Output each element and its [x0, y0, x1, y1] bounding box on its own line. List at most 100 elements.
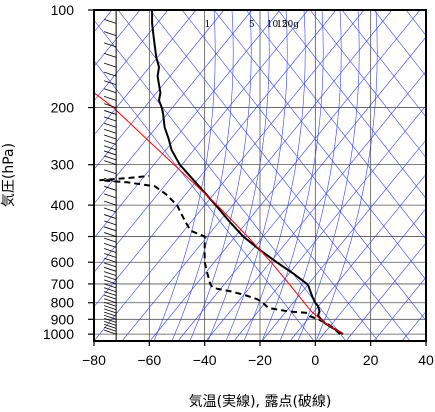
profile-series	[94, 10, 344, 335]
wind-barb	[104, 88, 117, 94]
dry-adiabat-line	[373, 10, 426, 77]
wind-barb	[104, 80, 117, 86]
wind-barb	[104, 262, 117, 268]
dry-adiabat-line	[213, 10, 426, 281]
moist-adiabat-line	[189, 10, 252, 341]
moist-adiabat-line	[225, 10, 288, 341]
y-tick-label: 800	[51, 295, 75, 311]
moist-adiabat-line	[261, 10, 324, 341]
dry-adiabat-line	[277, 10, 426, 199]
isotherm-line	[121, 10, 393, 341]
y-tick-label: 900	[51, 311, 75, 327]
wind-barb	[104, 110, 117, 115]
wind-barb	[104, 237, 117, 243]
moist-adiabat-line	[279, 10, 342, 341]
wind-barb	[104, 31, 117, 37]
moist-adiabat-line	[297, 10, 360, 341]
wind-barb	[104, 128, 117, 134]
wind-barb	[104, 155, 117, 161]
wind-barb	[104, 185, 117, 191]
wind-barb	[104, 291, 117, 296]
wind-barb	[104, 266, 117, 272]
y-tick-label: 600	[51, 254, 75, 270]
wind-barb	[104, 207, 117, 213]
y-tick-label: 1000	[43, 326, 74, 342]
x-tick-label: −80	[82, 352, 106, 368]
isotherm-line	[373, 276, 426, 341]
mixing-ratio-label: 1	[205, 20, 211, 30]
wind-barb	[104, 321, 117, 326]
wind-barb	[104, 275, 117, 281]
isotherm-line	[205, 70, 426, 341]
isotherm-line	[401, 311, 426, 341]
mixing-ratio-label: 15	[276, 20, 288, 30]
y-tick-label: 500	[51, 229, 75, 245]
wind-barb	[104, 226, 117, 232]
wind-barb	[104, 116, 117, 122]
wind-barb	[104, 103, 117, 108]
mixing-ratio-label: 10	[267, 20, 279, 30]
wind-barb	[104, 294, 117, 300]
y-tick-label: 700	[51, 276, 75, 292]
y-tick-label: 100	[51, 2, 75, 18]
wind-barb	[104, 311, 117, 317]
wind-barbs	[104, 10, 117, 341]
x-axis-ticks: −80 −60 −40 −20 0 20 40	[82, 341, 434, 368]
mixing-ratio-label: 5	[249, 20, 255, 30]
dry-adiabat-line	[149, 10, 411, 341]
wind-barb	[104, 200, 117, 206]
wind-barb	[104, 314, 117, 320]
x-tick-label: 20	[363, 352, 379, 368]
wind-barb	[104, 318, 117, 323]
wind-barb	[104, 193, 117, 199]
wind-barb	[104, 42, 117, 48]
wind-barb	[104, 214, 117, 219]
y-tick-label: 200	[51, 100, 75, 116]
wind-barb	[104, 329, 117, 335]
mixing-ratio-label: 20g	[282, 20, 299, 30]
isotherm-line	[94, 10, 169, 102]
isotherm-line	[149, 10, 421, 341]
isotherm-line	[94, 10, 281, 239]
wind-barb	[104, 257, 117, 263]
wind-barb	[104, 232, 117, 237]
isotherm-line	[94, 10, 253, 205]
wind-barb	[104, 248, 117, 253]
moist-adiabat-line	[207, 10, 270, 341]
isotherm-line	[261, 139, 426, 341]
x-tick-label: −40	[193, 352, 217, 368]
wind-barb	[104, 308, 117, 314]
dry-adiabat-line	[94, 19, 347, 341]
isotherm-line	[177, 36, 426, 341]
wind-barb	[104, 283, 117, 289]
y-tick-label: 400	[51, 197, 75, 213]
wind-barb	[104, 52, 117, 58]
wind-barb	[104, 19, 117, 24]
wind-barb	[104, 287, 117, 293]
wind-barb	[104, 301, 117, 307]
y-tick-label: 300	[51, 157, 75, 173]
y-axis-title: 気圧(hPa)	[1, 143, 17, 207]
wind-barb	[104, 324, 117, 329]
wind-barb	[104, 62, 117, 68]
moist-adiabat-line	[171, 10, 234, 341]
wind-barb	[104, 253, 117, 258]
x-axis-title: 気温(実線), 露点(破線)	[189, 394, 332, 410]
wind-barb	[104, 326, 117, 332]
temperature-line	[151, 10, 344, 335]
wind-barb	[104, 140, 117, 145]
dewpoint-line	[99, 174, 341, 335]
wind-barb	[104, 145, 117, 151]
x-tick-label: −60	[137, 352, 161, 368]
dry-adiabat-line	[245, 10, 426, 240]
wind-barb	[104, 298, 117, 304]
wind-barb	[104, 134, 117, 140]
wind-barb	[104, 150, 117, 156]
dry-adiabat-line	[341, 10, 426, 118]
x-tick-label: 40	[418, 352, 434, 368]
wind-barb	[104, 305, 117, 310]
x-tick-label: 0	[311, 352, 319, 368]
